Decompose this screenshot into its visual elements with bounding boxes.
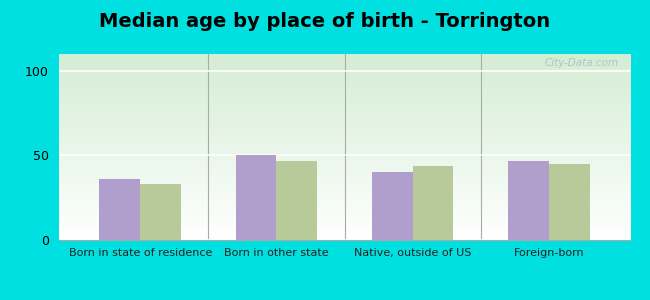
Bar <box>140 184 181 240</box>
Bar <box>413 166 454 240</box>
Bar <box>235 155 276 240</box>
Bar <box>276 160 317 240</box>
Text: City-Data.com: City-Data.com <box>545 58 619 68</box>
Bar <box>372 172 413 240</box>
Text: Median age by place of birth - Torrington: Median age by place of birth - Torringto… <box>99 12 551 31</box>
Bar <box>508 160 549 240</box>
Bar <box>99 179 140 240</box>
Bar <box>549 164 590 240</box>
